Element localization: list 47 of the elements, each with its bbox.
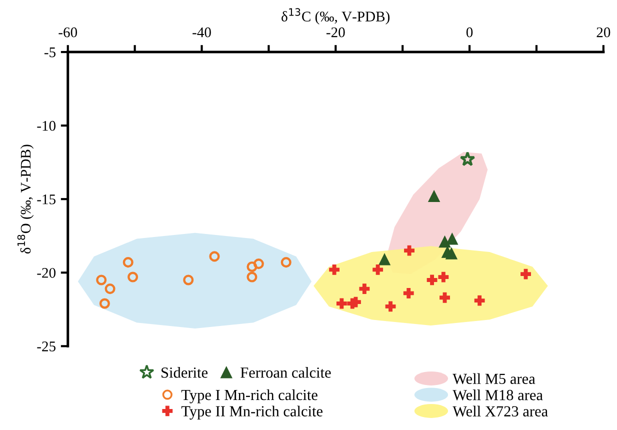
point bbox=[520, 268, 531, 280]
point bbox=[253, 258, 264, 270]
legend-label: Well M18 area bbox=[452, 389, 543, 400]
x-tick-label: -20 bbox=[326, 27, 345, 38]
point bbox=[446, 248, 458, 260]
point bbox=[438, 272, 449, 282]
point bbox=[446, 232, 458, 245]
point bbox=[329, 264, 340, 275]
point bbox=[440, 292, 450, 303]
point bbox=[183, 274, 194, 286]
y-tick-label: -25 bbox=[37, 342, 56, 352]
point bbox=[378, 253, 390, 266]
point bbox=[96, 274, 107, 286]
x-tick-label: 20 bbox=[596, 27, 610, 38]
y-axis-title: δ$^{18}$O (‰, V-PDB) bbox=[17, 144, 34, 254]
point bbox=[359, 284, 370, 294]
point bbox=[104, 284, 116, 294]
point bbox=[128, 272, 138, 282]
legend-label: Ferroan calcite bbox=[240, 367, 331, 378]
legend-label: Type II Mn-rich calcite bbox=[181, 406, 322, 420]
point bbox=[460, 151, 476, 166]
point bbox=[336, 298, 347, 309]
point bbox=[246, 272, 258, 282]
y-tick-label: -10 bbox=[37, 120, 56, 131]
point bbox=[99, 298, 110, 309]
y-tick-label: -5 bbox=[44, 48, 56, 58]
x-tick-label: -60 bbox=[58, 27, 78, 38]
legend-label: Siderite bbox=[162, 367, 208, 378]
point bbox=[404, 245, 414, 256]
legend-label: Well X723 area bbox=[452, 406, 548, 417]
legend-label: Type I Mn-rich calcite bbox=[181, 389, 318, 404]
x-axis-title: δ$^{13}$C (‰, V-PDB) bbox=[282, 8, 390, 24]
point bbox=[372, 264, 384, 275]
point bbox=[246, 261, 258, 272]
y-tick-label: -15 bbox=[37, 194, 56, 204]
point bbox=[426, 274, 438, 286]
point bbox=[385, 301, 396, 312]
legend-label: Well M5 area bbox=[452, 373, 536, 384]
point bbox=[122, 257, 134, 268]
point bbox=[428, 190, 440, 202]
y-tick-label: -20 bbox=[37, 268, 56, 278]
x-tick-label: 0 bbox=[466, 27, 473, 38]
point bbox=[474, 295, 485, 306]
x-tick-label: -40 bbox=[192, 27, 211, 38]
point bbox=[280, 257, 292, 268]
point bbox=[209, 251, 220, 262]
point bbox=[403, 288, 414, 298]
